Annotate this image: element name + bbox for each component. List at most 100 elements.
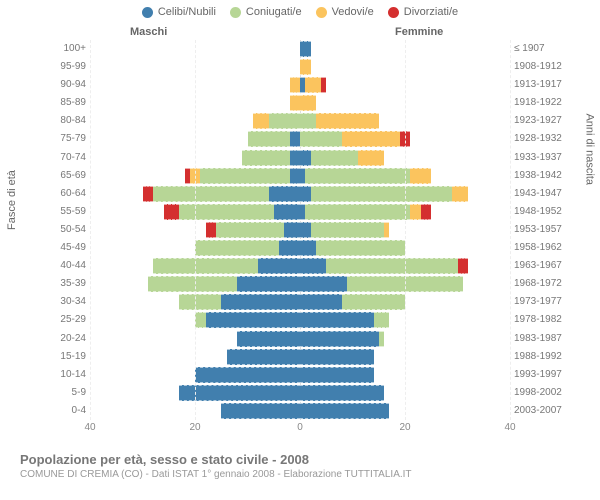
segment <box>300 258 326 274</box>
bar-female <box>300 222 389 238</box>
bar-male <box>221 403 300 419</box>
pyramid-row: 0-42003-2007 <box>90 402 510 420</box>
pyramid-row: 60-641943-1947 <box>90 185 510 203</box>
legend: Celibi/NubiliConiugati/eVedovi/eDivorzia… <box>0 0 600 20</box>
age-label: 85-89 <box>46 97 86 108</box>
segment <box>148 276 237 292</box>
segment <box>290 77 301 93</box>
bar-male <box>143 186 301 202</box>
segment <box>221 294 300 310</box>
bar-female <box>300 294 405 310</box>
segment <box>290 150 301 166</box>
age-label: 0-4 <box>46 405 86 416</box>
bar-male <box>206 222 301 238</box>
bar-male <box>179 385 300 401</box>
segment <box>321 77 326 93</box>
segment <box>300 349 374 365</box>
bar-male <box>179 294 300 310</box>
bar-female <box>300 276 463 292</box>
segment <box>143 186 154 202</box>
age-label: 100+ <box>46 43 86 54</box>
segment <box>300 276 347 292</box>
year-label: ≤ 1907 <box>514 43 576 54</box>
segment <box>195 367 300 383</box>
segment <box>269 186 301 202</box>
x-tick: 0 <box>297 422 303 433</box>
year-label: 1948-1952 <box>514 206 576 217</box>
segment <box>342 131 400 147</box>
pyramid-row: 50-541953-1957 <box>90 221 510 239</box>
bar-male <box>195 312 300 328</box>
segment <box>300 113 316 129</box>
segment <box>200 168 289 184</box>
segment <box>269 113 301 129</box>
pyramid-row: 55-591948-1952 <box>90 203 510 221</box>
bar-female <box>300 204 431 220</box>
bar-female <box>300 312 389 328</box>
segment <box>358 150 384 166</box>
segment <box>300 41 311 57</box>
segment <box>300 294 342 310</box>
segment <box>316 113 379 129</box>
bar-female <box>300 403 389 419</box>
year-label: 1983-1987 <box>514 333 576 344</box>
legend-item: Divorziati/e <box>388 6 458 18</box>
segment <box>195 312 206 328</box>
segment <box>227 349 301 365</box>
segment <box>300 59 311 75</box>
bar-female <box>300 77 326 93</box>
pyramid-row: 15-191988-1992 <box>90 348 510 366</box>
pyramid-row: 80-841923-1927 <box>90 112 510 130</box>
legend-label: Vedovi/e <box>332 6 374 18</box>
segment <box>179 204 274 220</box>
bar-female <box>300 168 431 184</box>
bar-female <box>300 349 374 365</box>
year-label: 1968-1972 <box>514 278 576 289</box>
segment <box>153 258 258 274</box>
year-label: 1998-2002 <box>514 387 576 398</box>
segment <box>300 312 374 328</box>
legend-item: Vedovi/e <box>316 6 374 18</box>
year-label: 1953-1957 <box>514 224 576 235</box>
segment <box>290 168 301 184</box>
age-label: 10-14 <box>46 369 86 380</box>
bar-male <box>164 204 301 220</box>
y-axis-right-title: Anni di nascita <box>584 113 596 185</box>
footer: Popolazione per età, sesso e stato civil… <box>20 452 412 480</box>
bar-female <box>300 186 468 202</box>
age-label: 90-94 <box>46 79 86 90</box>
year-label: 1973-1977 <box>514 296 576 307</box>
gridline <box>90 40 91 420</box>
year-label: 2003-2007 <box>514 405 576 416</box>
pyramid-row: 10-141993-1997 <box>90 366 510 384</box>
bar-male <box>148 276 300 292</box>
bar-female <box>300 113 379 129</box>
segment <box>452 186 468 202</box>
age-label: 35-39 <box>46 278 86 289</box>
age-label: 55-59 <box>46 206 86 217</box>
bar-male <box>242 150 300 166</box>
segment <box>410 168 431 184</box>
segment <box>311 222 385 238</box>
pyramid-row: 30-341973-1977 <box>90 293 510 311</box>
segment <box>179 385 300 401</box>
segment <box>421 204 432 220</box>
x-tick: 20 <box>399 422 410 433</box>
bar-male <box>185 168 301 184</box>
segment <box>300 331 379 347</box>
year-label: 1938-1942 <box>514 170 576 181</box>
segment <box>300 95 316 111</box>
year-label: 1993-1997 <box>514 369 576 380</box>
age-label: 95-99 <box>46 61 86 72</box>
bar-female <box>300 367 374 383</box>
bar-female <box>300 258 468 274</box>
y-axis-left-title: Fasce di età <box>6 170 18 230</box>
pyramid-row: 95-991908-1912 <box>90 58 510 76</box>
segment <box>374 312 390 328</box>
gridline <box>405 40 406 420</box>
segment <box>300 403 389 419</box>
segment <box>300 186 311 202</box>
bar-female <box>300 240 405 256</box>
bar-male <box>237 331 300 347</box>
age-label: 40-44 <box>46 260 86 271</box>
